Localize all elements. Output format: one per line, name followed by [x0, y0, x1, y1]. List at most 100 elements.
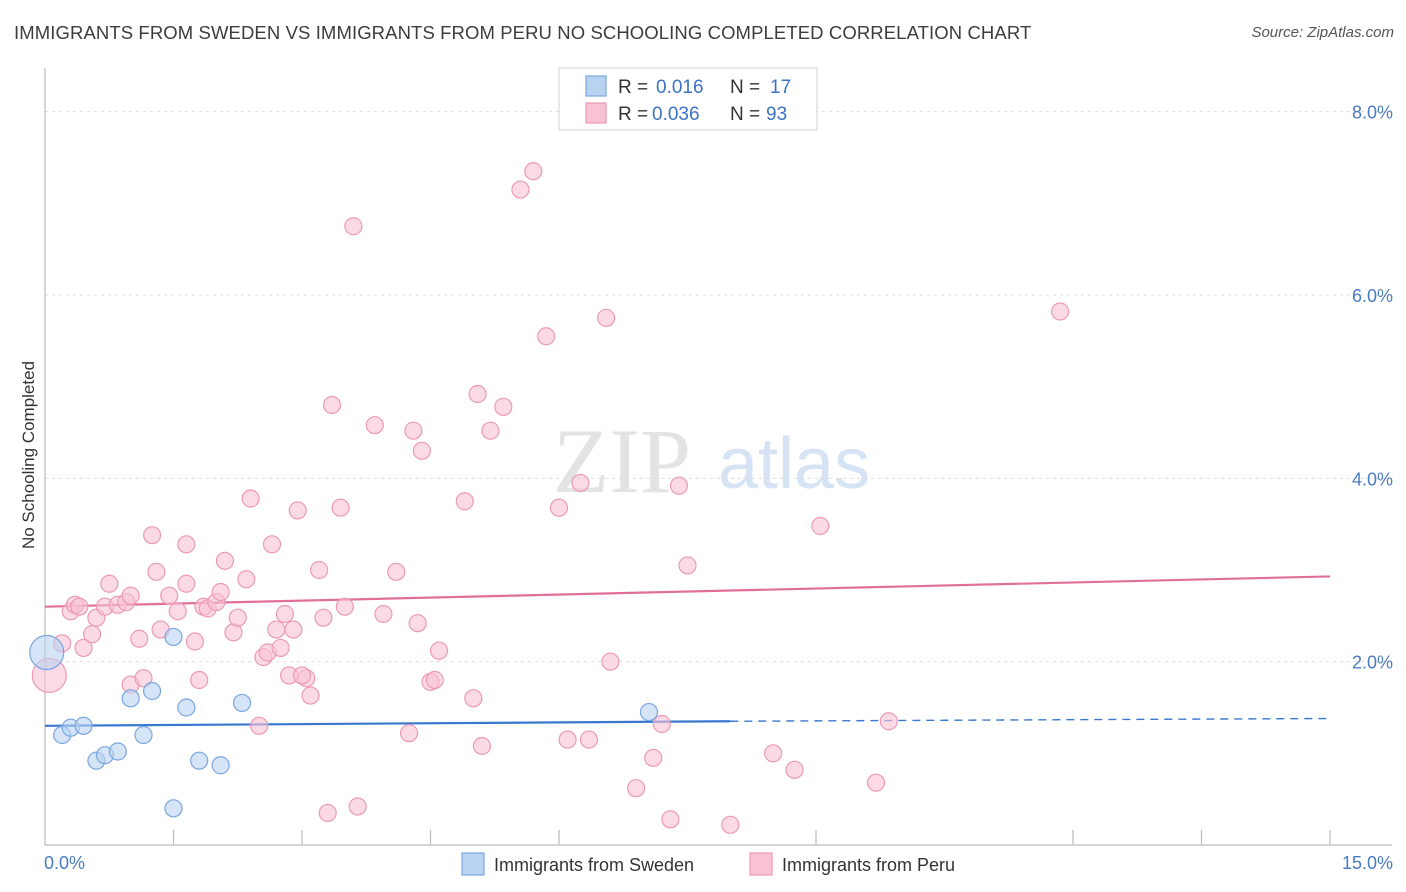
peru-point-24 — [190, 670, 209, 690]
peru-point-80 — [652, 714, 671, 734]
y-axis-label: No Schooling Completed — [19, 361, 38, 549]
sweden-point-9 — [142, 681, 162, 701]
peru-point-32 — [237, 570, 256, 589]
legend-n-label-sweden: N = — [730, 77, 760, 98]
peru-point-12 — [121, 586, 140, 605]
peru-point-28 — [211, 582, 230, 602]
sweden-point-15 — [232, 693, 252, 713]
sweden-point-10 — [164, 627, 183, 647]
peru-point-21 — [177, 535, 196, 554]
y-tick-label-4: 4.0% — [1352, 469, 1393, 489]
y-tick-label-8: 8.0% — [1352, 103, 1393, 123]
peru-point-42 — [288, 501, 307, 520]
peru-point-78 — [626, 779, 646, 798]
sweden-point-13 — [190, 751, 209, 770]
peru-point-75 — [579, 730, 599, 749]
peru-point-17 — [147, 562, 166, 581]
sweden-point-0 — [29, 634, 65, 671]
bottom-legend-label-peru: Immigrants from Peru — [782, 855, 955, 875]
peru-point-56 — [399, 724, 419, 743]
peru-point-58 — [408, 614, 427, 633]
peru-point-34 — [250, 716, 269, 735]
y-tick-label-6: 6.0% — [1352, 286, 1393, 306]
peru-point-19 — [160, 586, 179, 605]
peru-point-87 — [811, 516, 830, 536]
peru-point-63 — [455, 492, 474, 511]
legend-n-value-sweden: 17 — [770, 77, 791, 98]
peru-point-64 — [464, 689, 483, 708]
peru-point-77 — [601, 652, 620, 671]
peru-point-22 — [177, 574, 196, 593]
peru-point-33 — [241, 489, 260, 508]
legend-swatch-sweden — [585, 75, 607, 97]
peru-point-90 — [1051, 302, 1070, 321]
sweden-point-3 — [74, 716, 93, 735]
peru-point-83 — [678, 556, 697, 575]
peru-point-41 — [284, 620, 303, 639]
legend-swatch-peru — [585, 102, 607, 124]
trend-lines — [44, 575, 1331, 727]
peru-point-49 — [331, 498, 350, 517]
peru-point-61 — [425, 670, 444, 690]
peru-point-54 — [374, 604, 393, 624]
peru-point-31 — [228, 608, 247, 627]
x-tick-label-0: 0.0% — [44, 853, 85, 873]
legend-r-label-peru: R = — [618, 104, 648, 125]
watermark: ZIP atlas — [553, 410, 870, 512]
legend-r-value-sweden: 0.016 — [656, 77, 704, 98]
legend-r-value-peru: 0.036 — [652, 104, 700, 125]
peru-point-91 — [292, 666, 312, 685]
bottom-legend-swatch-peru — [749, 852, 773, 876]
peru-point-86 — [785, 760, 804, 779]
peru-point-38 — [271, 638, 290, 658]
peru-point-39 — [275, 604, 294, 624]
stats-legend: R = 0.016 N = 17 R = 0.036 N = 93 — [558, 67, 818, 131]
sweden-trend-line-dashed — [730, 717, 1331, 722]
bottom-legend-label-sweden: Immigrants from Sweden — [494, 855, 694, 875]
peru-point-70 — [524, 162, 543, 181]
bottom-legend-swatch-sweden — [461, 852, 485, 876]
peru-point-20 — [168, 602, 187, 621]
sweden-point-11 — [164, 799, 183, 818]
sweden-point-14 — [211, 756, 230, 775]
tick-labels: 2.0% 4.0% 6.0% 8.0% 0.0% 15.0% — [44, 103, 1393, 873]
peru-point-15 — [134, 669, 153, 688]
peru-point-23 — [185, 632, 205, 651]
peru-point-53 — [365, 416, 384, 435]
peru-point-59 — [412, 441, 432, 460]
sweden-point-6 — [108, 742, 127, 761]
peru-point-81 — [661, 810, 680, 829]
peru-point-48 — [322, 395, 342, 415]
x-tick-label-15: 15.0% — [1342, 853, 1393, 873]
sweden-point-7 — [121, 689, 140, 708]
peru-point-89 — [879, 712, 898, 731]
peru-point-68 — [494, 397, 513, 416]
peru-point-47 — [318, 803, 337, 823]
peru-point-50 — [335, 597, 354, 616]
peru-point-51 — [344, 217, 363, 236]
peru-point-71 — [537, 327, 556, 346]
peru-point-16 — [142, 526, 162, 545]
peru-point-14 — [130, 629, 149, 648]
peru-point-62 — [429, 641, 449, 660]
peru-point-45 — [310, 560, 329, 580]
sweden-point-8 — [134, 725, 153, 745]
legend-n-value-peru: 93 — [766, 104, 787, 125]
peru-points — [31, 162, 1070, 834]
axes — [44, 68, 1392, 846]
peru-point-84 — [721, 815, 740, 834]
peru-trend-line — [44, 575, 1331, 608]
peru-point-44 — [301, 686, 320, 705]
peru-point-85 — [764, 744, 783, 763]
peru-point-5 — [74, 638, 93, 658]
peru-point-9 — [100, 574, 119, 593]
sweden-trend-line — [44, 720, 731, 727]
sweden-point-12 — [177, 698, 196, 717]
peru-point-74 — [571, 473, 590, 493]
peru-point-65 — [468, 384, 487, 404]
peru-point-92 — [267, 620, 286, 639]
sweden-point-16 — [639, 702, 659, 722]
peru-point-76 — [597, 308, 616, 328]
peru-point-69 — [511, 180, 530, 199]
